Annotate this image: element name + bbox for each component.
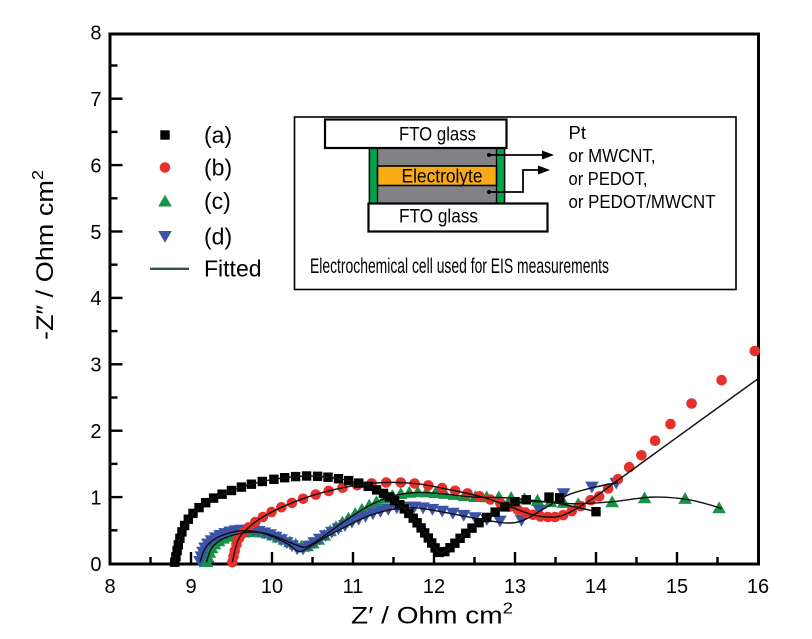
svg-text:8: 8 bbox=[104, 576, 115, 598]
svg-text:15: 15 bbox=[666, 576, 688, 598]
svg-text:9: 9 bbox=[185, 576, 196, 598]
svg-text:or MWCNT,: or MWCNT, bbox=[569, 145, 656, 166]
svg-text:(c): (c) bbox=[204, 188, 231, 214]
svg-text:FTO glass: FTO glass bbox=[399, 207, 478, 228]
svg-text:3: 3 bbox=[90, 355, 101, 377]
svg-text:-Z″ / Ohm cm2: -Z″ / Ohm cm2 bbox=[30, 170, 59, 340]
svg-text:11: 11 bbox=[343, 576, 364, 598]
svg-text:8: 8 bbox=[90, 23, 101, 45]
svg-text:Fitted: Fitted bbox=[204, 256, 262, 282]
svg-text:Pt: Pt bbox=[569, 122, 586, 143]
svg-text:FTO glass: FTO glass bbox=[399, 125, 476, 146]
svg-text:or PEDOT/MWCNT: or PEDOT/MWCNT bbox=[569, 191, 716, 212]
svg-text:13: 13 bbox=[504, 576, 526, 598]
svg-text:7: 7 bbox=[90, 89, 101, 111]
svg-text:Electrolyte: Electrolyte bbox=[402, 167, 483, 188]
svg-text:Z′ / Ohm cm2: Z′ / Ohm cm 2 bbox=[351, 601, 513, 630]
svg-text:14: 14 bbox=[585, 576, 607, 598]
svg-text:(a): (a) bbox=[204, 122, 232, 148]
svg-text:5: 5 bbox=[90, 222, 101, 244]
svg-text:1: 1 bbox=[90, 487, 101, 509]
svg-text:2: 2 bbox=[90, 421, 101, 443]
svg-text:12: 12 bbox=[423, 576, 445, 598]
svg-text:or PEDOT,: or PEDOT, bbox=[569, 168, 648, 189]
svg-text:Electrochemical cell used for: Electrochemical cell used for EIS measur… bbox=[310, 255, 609, 278]
svg-text:(b): (b) bbox=[204, 155, 232, 181]
svg-text:6: 6 bbox=[90, 155, 101, 177]
svg-text:0: 0 bbox=[90, 554, 101, 576]
svg-text:4: 4 bbox=[90, 288, 101, 310]
svg-text:(d): (d) bbox=[204, 224, 232, 250]
svg-text:10: 10 bbox=[261, 576, 283, 598]
svg-text:16: 16 bbox=[747, 576, 769, 598]
